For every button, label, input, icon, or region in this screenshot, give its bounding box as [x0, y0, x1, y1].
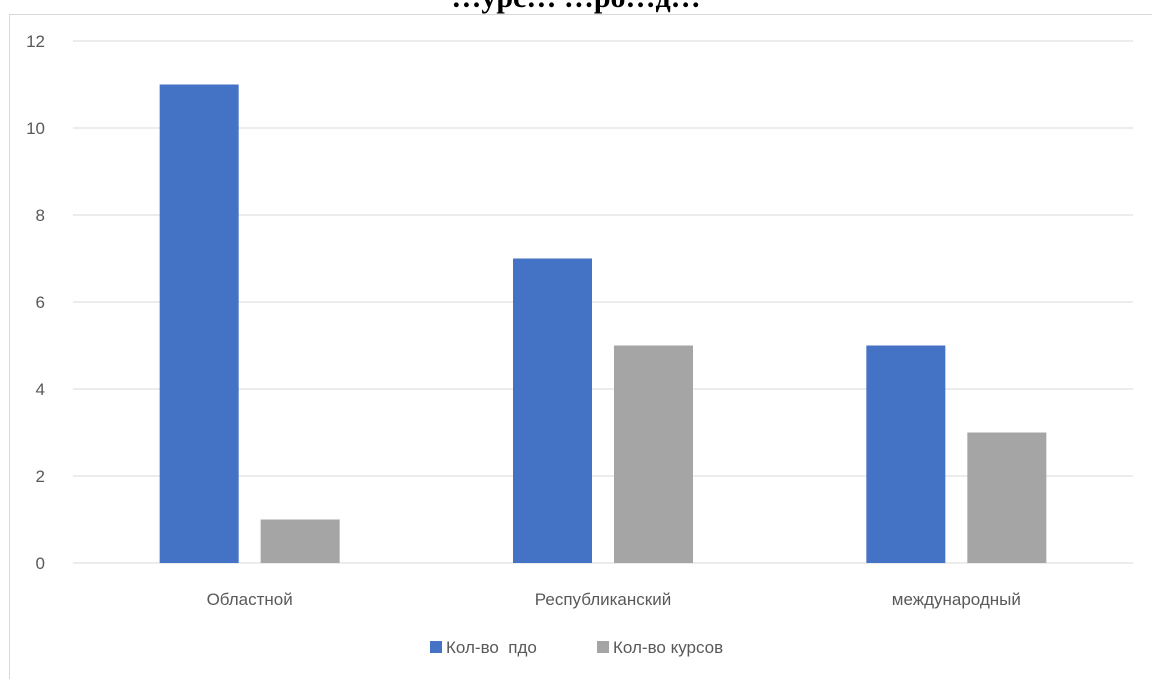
bar-pdo	[159, 84, 239, 563]
y-axis-ticks: 0 2 4 6 8 10 12	[26, 32, 45, 573]
chart-title-text: …урс… …ро…д…	[445, 0, 707, 14]
legend-swatch	[430, 641, 442, 653]
y-tick-label: 0	[36, 554, 45, 573]
bar-courses	[260, 519, 340, 563]
legend: Кол-во пдо Кол-во курсов	[430, 638, 723, 657]
legend-swatch	[597, 641, 609, 653]
x-tick-label: Республиканский	[535, 590, 671, 609]
x-tick-label: Областной	[207, 590, 293, 609]
bar-courses	[967, 432, 1047, 563]
bar-pdo	[513, 258, 592, 563]
x-axis-labels: Областной Республиканский международный	[207, 590, 1021, 609]
legend-label: Кол-во пдо	[446, 638, 537, 657]
bar-courses	[614, 345, 693, 563]
bar-pdo	[866, 345, 946, 563]
y-tick-label: 2	[36, 467, 45, 486]
chart-title: …урс… …ро…д…	[0, 0, 1152, 15]
gridlines	[73, 40, 1133, 564]
legend-label: Кол-во курсов	[613, 638, 723, 657]
y-tick-label: 10	[26, 119, 45, 138]
x-tick-label: международный	[892, 590, 1021, 609]
y-tick-label: 6	[36, 293, 45, 312]
y-tick-label: 12	[26, 32, 45, 51]
bars	[159, 84, 1047, 563]
y-tick-label: 4	[36, 380, 45, 399]
y-tick-label: 8	[36, 206, 45, 225]
